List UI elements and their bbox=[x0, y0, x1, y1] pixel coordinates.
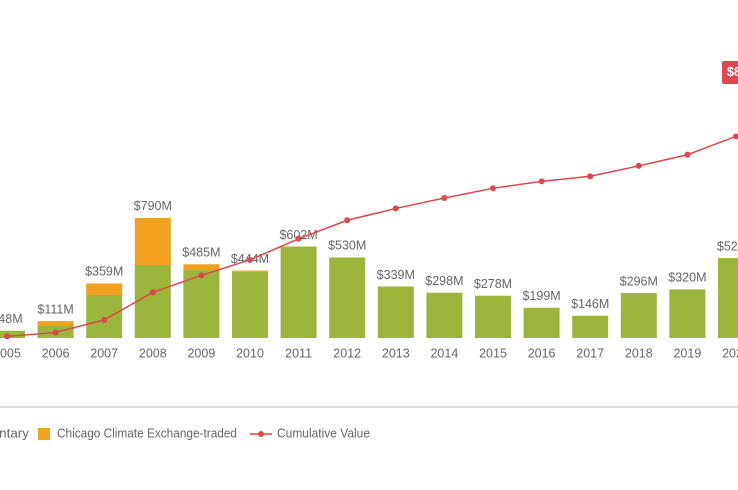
point bbox=[490, 185, 496, 192]
bar bbox=[232, 271, 268, 338]
point bbox=[538, 178, 545, 185]
bar bbox=[475, 295, 511, 338]
total-label: $530M bbox=[328, 239, 366, 253]
x-tick-label: 2009 bbox=[187, 346, 215, 360]
x-tick-label: 2006 bbox=[42, 346, 70, 360]
bar bbox=[718, 258, 738, 338]
point bbox=[635, 162, 642, 169]
total-label: $278M bbox=[474, 277, 512, 291]
bar bbox=[86, 294, 123, 338]
bar bbox=[523, 307, 560, 338]
bar bbox=[183, 270, 220, 338]
x-tick-label: 2014 bbox=[430, 346, 458, 360]
x-tick-label: 2005 bbox=[0, 346, 21, 360]
point bbox=[198, 272, 205, 279]
total-label: $199M bbox=[522, 289, 560, 303]
legend-swatch bbox=[38, 428, 50, 440]
point bbox=[344, 217, 351, 224]
point bbox=[392, 205, 399, 212]
x-tick-label: 2013 bbox=[382, 346, 410, 360]
x-tick-label: 2015 bbox=[479, 346, 507, 360]
x-tick-label: 2018 bbox=[625, 346, 653, 360]
x-tick-label: 2007 bbox=[90, 346, 118, 360]
bar bbox=[280, 246, 317, 338]
total-label: $298M bbox=[425, 274, 463, 288]
x-tick-label: 2012 bbox=[333, 346, 361, 360]
x-tick-label: 2010 bbox=[236, 346, 264, 360]
bar bbox=[134, 265, 171, 338]
total-label: $602M bbox=[279, 228, 317, 242]
total-label: $320M bbox=[668, 271, 706, 285]
bar bbox=[329, 257, 366, 338]
x-tick-label: 2011 bbox=[285, 346, 312, 360]
point bbox=[684, 151, 691, 158]
x-tick-label: 2017 bbox=[576, 346, 604, 360]
point bbox=[101, 316, 108, 323]
bar bbox=[0, 330, 25, 338]
total-label: $111M bbox=[37, 302, 73, 316]
point bbox=[587, 173, 594, 180]
bar bbox=[232, 270, 268, 272]
bar bbox=[37, 321, 74, 326]
bar bbox=[426, 292, 463, 338]
total-label: $790M bbox=[134, 199, 172, 213]
total-label: $485M bbox=[182, 246, 220, 260]
legend-label: Cumulative Value bbox=[277, 426, 370, 440]
bar bbox=[620, 293, 657, 338]
total-label: $526M bbox=[717, 239, 738, 253]
legend-label: Chicago Climate Exchange-traded bbox=[57, 426, 237, 440]
legend-label: Voluntary bbox=[0, 426, 30, 440]
point bbox=[149, 289, 156, 296]
point bbox=[52, 329, 59, 336]
total-label: $359M bbox=[85, 265, 123, 279]
bar bbox=[669, 289, 706, 338]
point bbox=[441, 195, 448, 202]
bar bbox=[86, 283, 123, 295]
annotation: $8 bbox=[727, 65, 738, 79]
point bbox=[4, 333, 10, 340]
x-tick-label: 2016 bbox=[528, 346, 556, 360]
legend-swatch bbox=[258, 431, 264, 437]
bar bbox=[377, 286, 414, 338]
x-tick-label: 2019 bbox=[673, 346, 701, 360]
annotation-box bbox=[722, 61, 738, 84]
line bbox=[6, 135, 737, 338]
total-label: $296M bbox=[620, 274, 658, 288]
bar bbox=[134, 217, 171, 266]
total-label: $339M bbox=[377, 268, 415, 282]
x-tick-label: 2020 bbox=[722, 346, 738, 360]
point bbox=[733, 133, 738, 140]
bar bbox=[572, 315, 609, 338]
total-label: $48M bbox=[0, 312, 23, 326]
bar bbox=[183, 264, 220, 271]
point bbox=[295, 235, 302, 242]
point bbox=[247, 256, 253, 263]
total-label: $146M bbox=[571, 297, 609, 311]
x-tick-label: 2008 bbox=[139, 346, 167, 360]
